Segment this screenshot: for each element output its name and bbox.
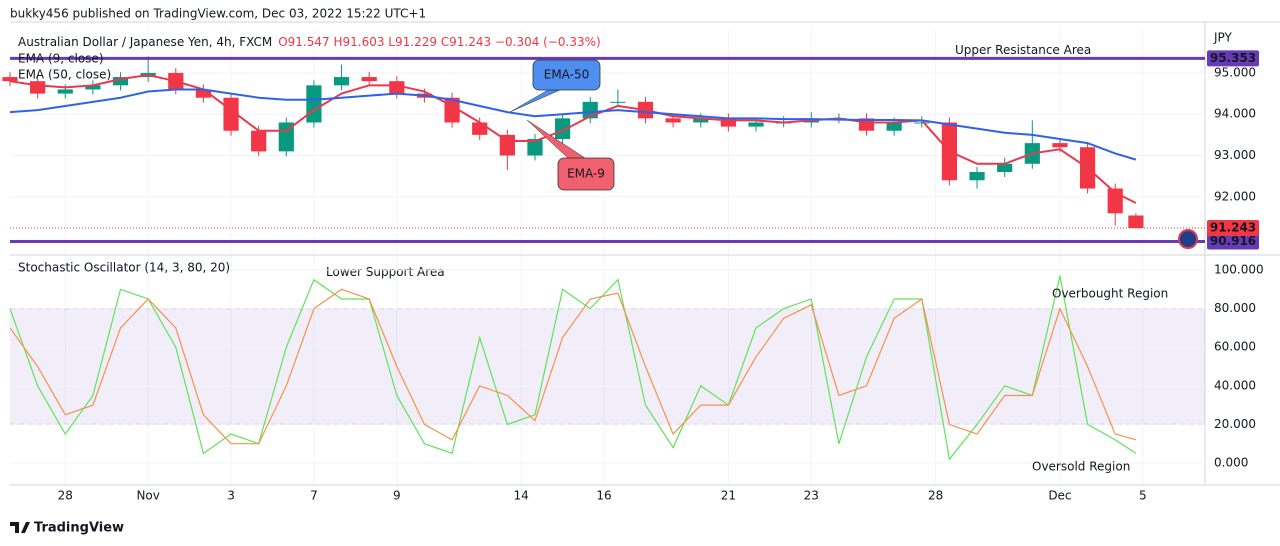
candle-body [30,81,46,94]
candle-body [665,118,681,123]
y-tick-label: 60.000 [1214,340,1256,354]
y-tick-label: 0.000 [1214,456,1248,470]
x-tick-label: 14 [514,489,529,503]
callout-box [557,157,615,191]
legend-entry: EMA (9, close) [18,52,104,66]
y-tick-label: 80.000 [1214,301,1256,315]
panel-title: Stochastic Oscillator (14, 3, 80, 20) [18,261,230,275]
x-tick-label: 3 [227,489,235,503]
footer: TradingView [34,521,124,536]
candle-body [748,122,764,127]
level-price-label: 95.353 [1210,51,1256,65]
candle-body [499,134,515,156]
x-tick-label: Dec [1048,489,1071,503]
ema-line [9,73,1137,204]
region-annotation: Overbought Region [1052,287,1168,301]
ema-line [9,88,1137,161]
legend-entry: EMA (50, close) [18,68,111,82]
candle-body [112,77,129,86]
stochastic-line [9,275,1137,461]
header: bukky456 published on TradingView.com, D… [10,7,426,21]
x-tick-label: 28 [928,489,943,503]
y-tick-label: 93.000 [1214,148,1256,162]
candle-body [914,122,930,124]
candle-body [1128,215,1144,229]
candle-body [610,101,626,103]
candle-body [278,122,294,152]
candle-body [997,163,1013,173]
ohlc-values: O91.547 H91.603 L91.229 C91.243 −0.304 (… [278,35,601,49]
level-annotation: Upper Resistance Area [955,43,1091,57]
y-tick-label: 95.000 [1214,65,1256,79]
x-tick-label: 16 [596,489,611,503]
legend-title: Australian Dollar / Japanese Yen, 4h, FX… [18,35,601,49]
candle-body [195,89,212,98]
y-tick-label: 94.000 [1214,107,1256,121]
candle-body [57,89,73,94]
x-tick-label: 9 [393,489,401,503]
last-price-box [1207,220,1259,237]
candle-body [389,81,405,94]
y-tick-label: 20.000 [1214,417,1256,431]
candle-body [306,85,322,123]
candle-body [333,77,350,86]
axis-unit: JPY [1213,31,1233,45]
candle-body [886,122,902,131]
footer-logo [10,522,30,533]
x-tick-label: 28 [58,489,73,503]
level-price-box [1207,233,1259,250]
last-price-label: 91.243 [1210,221,1256,235]
candle-body [720,118,736,127]
candle-body [223,97,239,131]
callout-text: EMA-9 [567,167,605,181]
y-tick-label: 40.000 [1214,378,1256,392]
stochastic-line [9,288,1137,445]
callout-box [532,59,601,91]
y-tick-label: 92.000 [1214,189,1256,203]
x-tick-label: 21 [721,489,736,503]
candle-body [472,122,488,135]
callout-text: EMA-50 [544,68,589,82]
x-tick-label: 7 [310,489,318,503]
level-price-label: 90.916 [1210,234,1256,248]
candle-body [2,77,18,82]
candle-body [969,172,985,181]
candle-body [1052,143,1068,148]
candle-body [251,130,267,152]
level-price-box [1207,50,1259,67]
band-fill [10,308,1205,425]
level-annotation: Lower Support Area [326,265,445,279]
symbol-title: Australian Dollar / Japanese Yen, 4h, FX… [18,35,272,49]
candle-body [693,118,709,123]
candle-body [527,138,543,156]
candle-body [361,77,377,82]
region-annotation: Oversold Region [1032,460,1130,474]
x-tick-label: Nov [136,489,159,503]
candle-body [85,85,101,90]
candle-body [555,118,571,139]
y-tick-label: 100.000 [1214,263,1264,277]
x-tick-label: 23 [804,489,819,503]
x-tick-label: 5 [1139,489,1147,503]
flag-icon [1178,229,1198,249]
